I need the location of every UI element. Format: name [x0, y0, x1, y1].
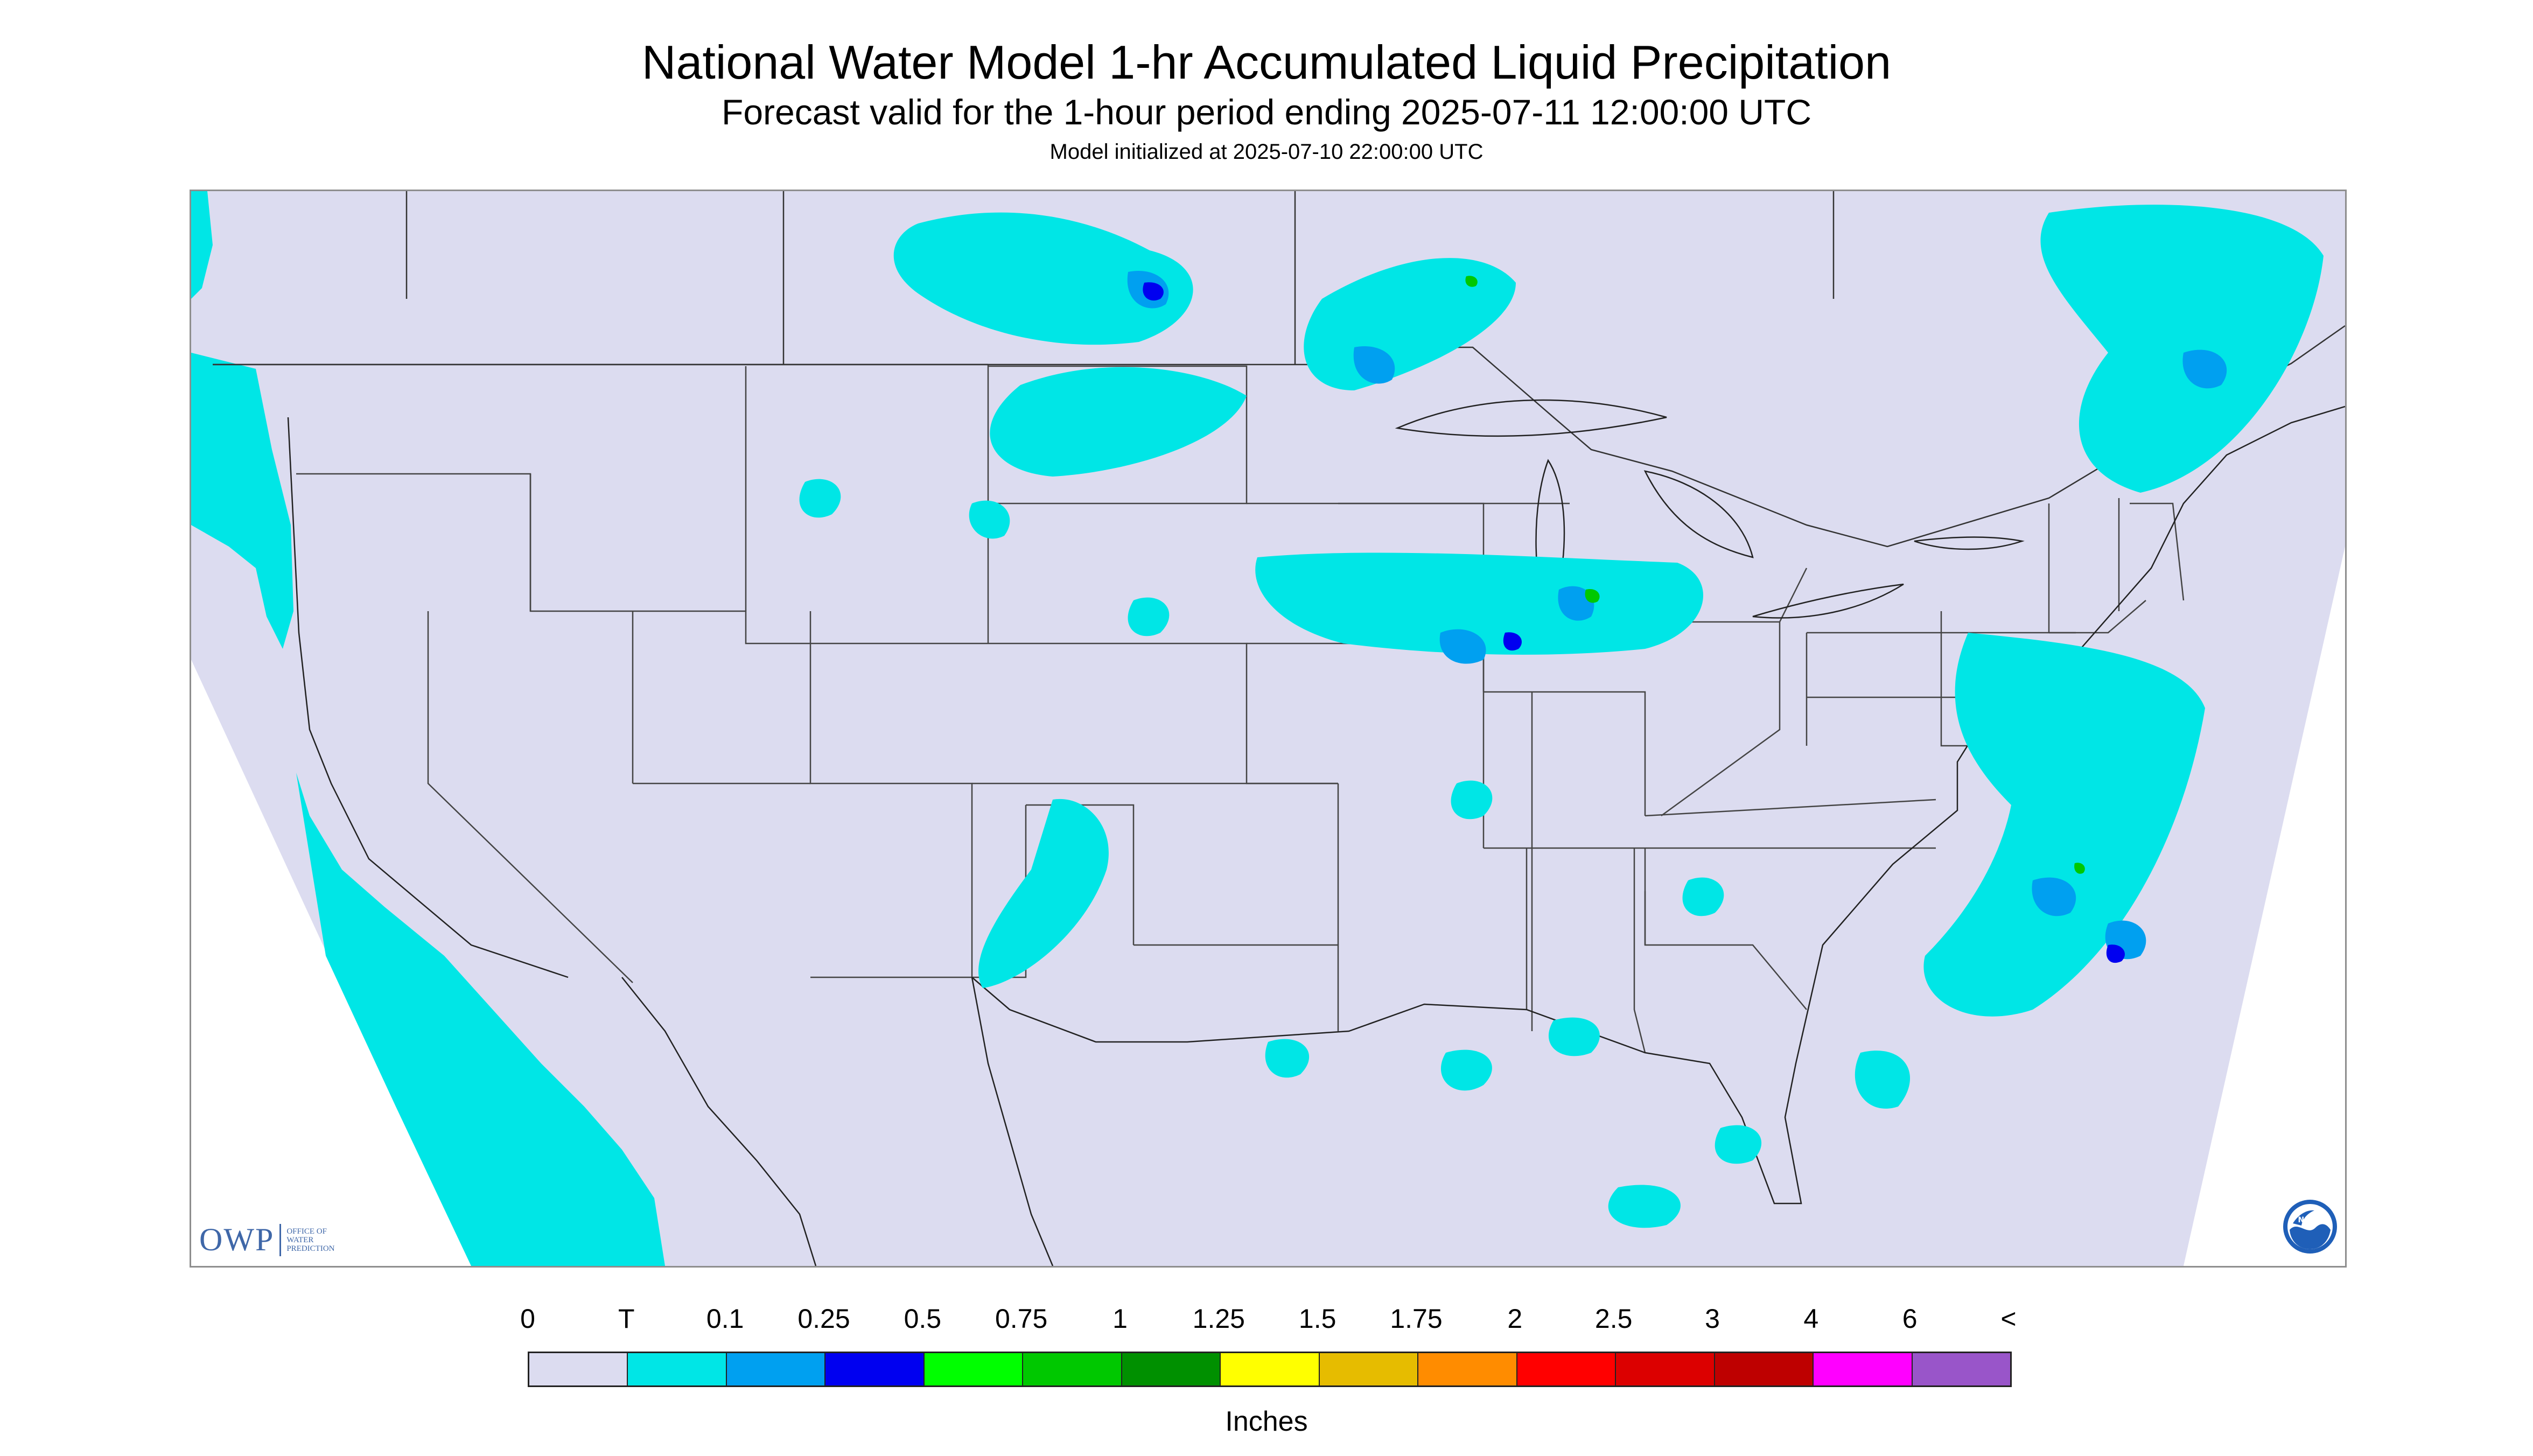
legend-tick-label: 4: [1803, 1304, 1819, 1334]
precip-light: [799, 205, 2324, 1228]
owp-logo-text: OFFICE OF WATER PREDICTION: [286, 1227, 334, 1253]
legend-swatch: [1715, 1353, 1814, 1385]
legend-tick-label: 0.75: [995, 1304, 1048, 1334]
legend-tick-label: 3: [1705, 1304, 1720, 1334]
owp-logo-mark: OWP: [199, 1222, 275, 1257]
owp-logo-line-3: PREDICTION: [286, 1244, 335, 1253]
pacific-precip-north: [191, 191, 213, 299]
model-domain: [191, 191, 2345, 1266]
legend-labels: 0 T 0.1 0.25 0.5 0.75 1 1.25 1.5 1.75 2 2.5 3 4 6 <: [0, 1303, 2533, 1341]
legend-swatch: [1517, 1353, 1617, 1385]
legend-tick-label: 0.5: [904, 1304, 942, 1334]
precip-heavy: [1143, 282, 2125, 963]
map-svg: [191, 191, 2345, 1266]
precip-green: [1465, 276, 2085, 874]
legend-tick-label: 2: [1507, 1304, 1523, 1334]
legend-tick-label: 1.25: [1192, 1304, 1245, 1334]
legend-swatch: [1221, 1353, 1320, 1385]
owp-logo-line-2: WATER: [286, 1235, 314, 1244]
legend-unit: Inches: [1225, 1406, 1308, 1437]
legend-swatch: [529, 1353, 628, 1385]
precip-moderate: [1127, 271, 2227, 960]
legend-tick-label: 0.1: [706, 1304, 744, 1334]
model-init-text: Model initialized at 2025-07-10 22:00:00…: [1049, 140, 1484, 164]
legend-tick-label: 0: [520, 1304, 535, 1334]
legend-tick-label: T: [618, 1304, 635, 1334]
precipitation-map: [190, 190, 2347, 1268]
legend-swatch: [628, 1353, 727, 1385]
legend-tick-label: 6: [1902, 1304, 1918, 1334]
owp-logo-divider: [279, 1223, 282, 1256]
owp-logo: OWP OFFICE OF WATER PREDICTION: [199, 1221, 335, 1258]
legend-swatch: [1616, 1353, 1715, 1385]
owp-logo-line-1: OFFICE OF: [286, 1227, 327, 1236]
legend-colorbar: [528, 1352, 2012, 1387]
legend-swatch: [726, 1353, 826, 1385]
noaa-logo-text: NOAA: [2298, 1216, 2322, 1224]
legend-swatch: [1814, 1353, 1913, 1385]
map-subtitle: Forecast valid for the 1-hour period end…: [722, 92, 1811, 132]
coastline: [287, 405, 2345, 1266]
legend-swatch: [1023, 1353, 1122, 1385]
legend-tick-label: 1.5: [1298, 1304, 1337, 1334]
pacific-precip-south: [296, 773, 665, 1266]
map-title: National Water Model 1-hr Accumulated Li…: [641, 36, 1892, 89]
legend-tick-label: 1: [1112, 1304, 1128, 1334]
legend-tick-label: <: [2000, 1304, 2017, 1334]
legend-tick-label: 2.5: [1594, 1304, 1633, 1334]
legend-swatch: [1319, 1353, 1419, 1385]
noaa-logo: NOAA: [2283, 1200, 2337, 1254]
legend-swatch: [1418, 1353, 1517, 1385]
legend-tick-label: 0.25: [797, 1304, 850, 1334]
legend-swatch: [924, 1353, 1024, 1385]
legend-swatch: [1912, 1353, 2011, 1385]
pacific-precip: [191, 353, 293, 649]
legend-tick-label: 1.75: [1390, 1304, 1443, 1334]
legend-swatch: [1122, 1353, 1221, 1385]
legend-swatch: [825, 1353, 925, 1385]
